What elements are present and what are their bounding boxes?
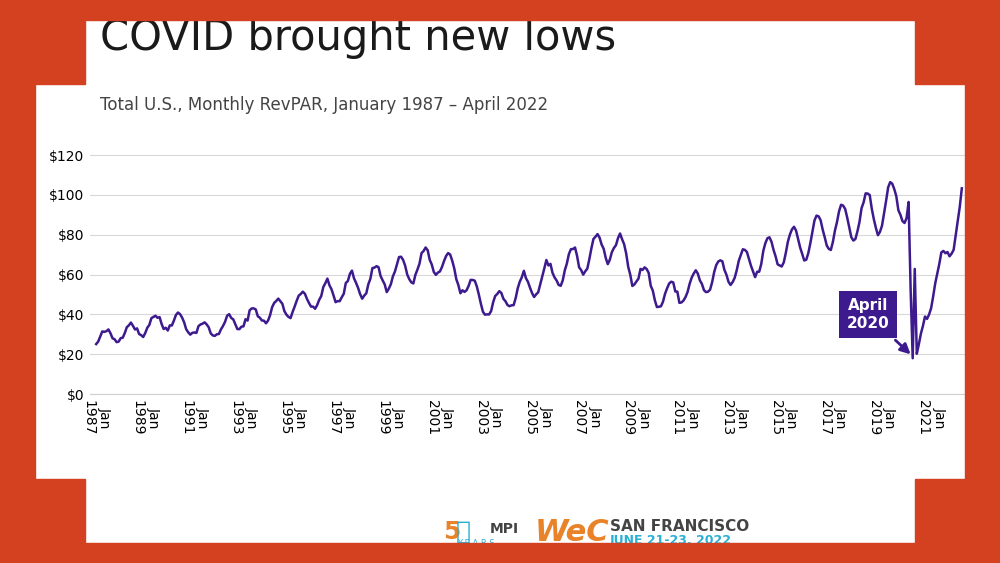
Text: April
2020: April 2020 bbox=[846, 298, 908, 352]
Text: 5: 5 bbox=[443, 520, 460, 544]
Text: Total U.S., Monthly RevPAR, January 1987 – April 2022: Total U.S., Monthly RevPAR, January 1987… bbox=[100, 96, 548, 114]
Text: SAN FRANCISCO: SAN FRANCISCO bbox=[610, 519, 749, 534]
Text: JUNE 21-23, 2022: JUNE 21-23, 2022 bbox=[610, 534, 732, 547]
Text: WeC: WeC bbox=[535, 517, 610, 547]
Text: COVID brought new lows: COVID brought new lows bbox=[100, 17, 616, 59]
Text: Y E A R S: Y E A R S bbox=[457, 539, 495, 548]
Text: ⓪: ⓪ bbox=[456, 520, 471, 544]
Text: MPI: MPI bbox=[490, 522, 519, 536]
